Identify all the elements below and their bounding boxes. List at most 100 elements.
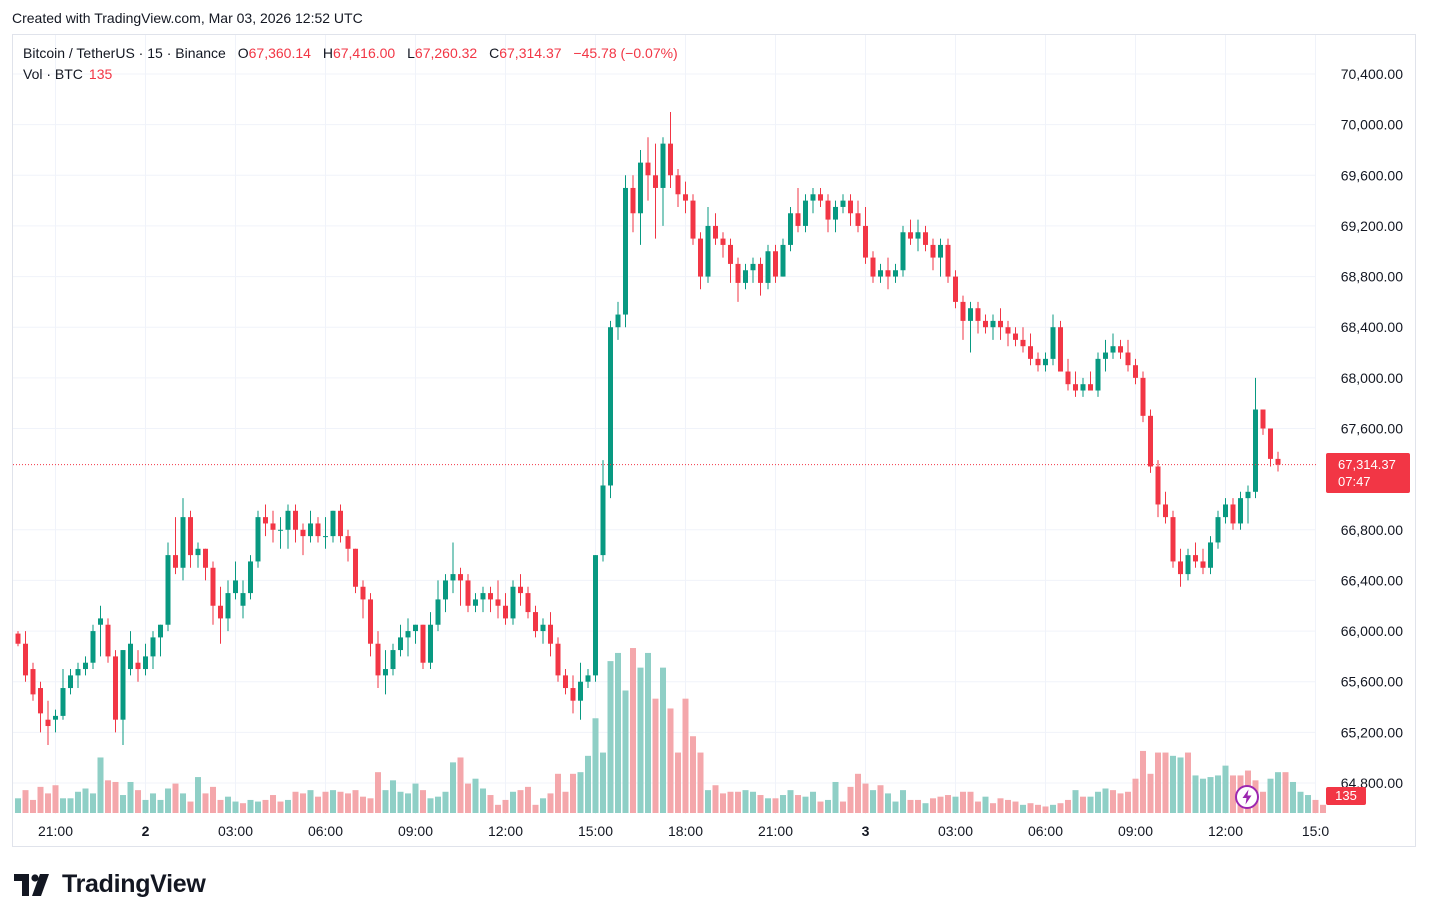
candle <box>893 263 898 283</box>
candle-body <box>863 225 868 258</box>
candle-body <box>668 143 673 176</box>
candle-body <box>405 631 411 638</box>
candle <box>818 187 823 207</box>
candle <box>68 669 73 695</box>
time-tick-label: 2 <box>142 823 150 839</box>
candle-body <box>458 574 463 581</box>
volume-label[interactable]: Vol · BTC <box>23 66 83 82</box>
candle-body <box>255 517 261 562</box>
candle-body <box>38 688 43 714</box>
candle <box>1223 498 1228 524</box>
candle <box>503 593 508 625</box>
volume-bar <box>802 796 809 813</box>
volume-bar <box>412 783 419 813</box>
volume-bar <box>555 773 561 813</box>
time-tick-label: 15:00 <box>578 823 613 839</box>
candle <box>375 631 381 689</box>
volume-legend[interactable]: Vol · BTC 135 <box>23 66 112 82</box>
volume-bar <box>322 791 329 813</box>
candle-body <box>375 643 381 676</box>
candle-body <box>285 510 291 530</box>
candle-body <box>855 213 861 226</box>
volume-bar <box>952 796 959 813</box>
candle <box>1095 352 1101 397</box>
candle-body <box>720 238 726 245</box>
candle <box>443 574 448 613</box>
candle <box>1163 491 1168 524</box>
candle <box>870 251 876 283</box>
symbol-legend[interactable]: Bitcoin / TetherUS · 15 · Binance O67,36… <box>23 45 678 61</box>
candle-body <box>1148 415 1153 467</box>
candle <box>300 523 306 556</box>
volume-bar <box>727 791 734 813</box>
volume-bar <box>1027 803 1034 813</box>
volume-bar <box>915 799 921 813</box>
volume-bar <box>142 799 149 813</box>
tradingview-logo[interactable]: TradingView <box>14 870 206 899</box>
price-tick-label: 66,000.00 <box>1341 623 1403 639</box>
candle-body <box>360 586 366 600</box>
candle <box>398 624 403 657</box>
candle-body <box>593 555 598 676</box>
candle-body <box>1178 561 1183 575</box>
candle <box>15 631 21 647</box>
volume-bar <box>232 801 239 813</box>
candle-body <box>278 529 283 531</box>
candle <box>1133 358 1138 385</box>
candle-body <box>345 536 351 549</box>
volume-bar <box>637 667 644 813</box>
candle-body <box>1058 327 1063 372</box>
volume-bar <box>1222 765 1229 813</box>
candle <box>855 200 861 233</box>
candle-body <box>368 599 373 644</box>
volume-bar <box>630 648 636 813</box>
created-with-caption: Created with TradingView.com, Mar 03, 20… <box>12 10 363 26</box>
price-axis[interactable]: 70,400.00 70,000.00 69,600.00 69,200.00 68,8… <box>1341 66 1403 791</box>
volume-bars <box>15 648 1326 813</box>
time-axis[interactable]: 21:00 2 03:00 06:00 09:00 12:00 15:00 18:00 21:0… <box>38 823 1329 839</box>
candle <box>578 662 583 720</box>
candle <box>1260 409 1266 435</box>
volume-bar <box>435 796 441 813</box>
price-tick-label: 69,600.00 <box>1341 167 1403 183</box>
volume-bar <box>427 798 434 813</box>
volume-bar <box>1297 791 1304 813</box>
candle <box>1268 428 1273 467</box>
volume-bar <box>1095 791 1101 813</box>
candle <box>518 574 523 606</box>
candle-body <box>983 320 988 328</box>
candle <box>225 580 231 632</box>
volume-bar <box>127 781 134 813</box>
candle-body <box>480 593 486 600</box>
candle-body <box>1125 352 1131 366</box>
time-tick-label: 06:00 <box>1028 823 1063 839</box>
candle-body <box>158 624 163 638</box>
candle <box>368 593 373 657</box>
candle <box>255 510 261 568</box>
last-volume-tag: 135 <box>1326 787 1366 805</box>
volume-bar <box>982 796 989 813</box>
candle-body <box>833 206 838 220</box>
volume-bar <box>157 799 164 813</box>
candle <box>1118 339 1123 359</box>
candle <box>540 618 546 644</box>
candle <box>30 662 36 701</box>
candle-body <box>938 244 943 258</box>
candle-body <box>615 314 621 328</box>
volume-bar <box>870 790 876 813</box>
candle <box>900 225 906 277</box>
volume-bar <box>667 708 674 813</box>
candle <box>128 631 133 676</box>
change-value: −45.78 (−0.07%) <box>573 45 678 61</box>
volume-bar <box>1065 799 1071 813</box>
lightning-icon[interactable] <box>1234 784 1260 810</box>
candle <box>120 650 126 746</box>
volume-bar <box>652 698 659 813</box>
symbol-name[interactable]: Bitcoin / TetherUS · 15 · Binance <box>23 45 226 61</box>
candle-body <box>638 162 643 214</box>
volume-bar <box>1132 778 1139 813</box>
candle-body <box>705 225 711 277</box>
time-tick-label: 12:00 <box>1208 823 1243 839</box>
candle <box>600 460 606 562</box>
